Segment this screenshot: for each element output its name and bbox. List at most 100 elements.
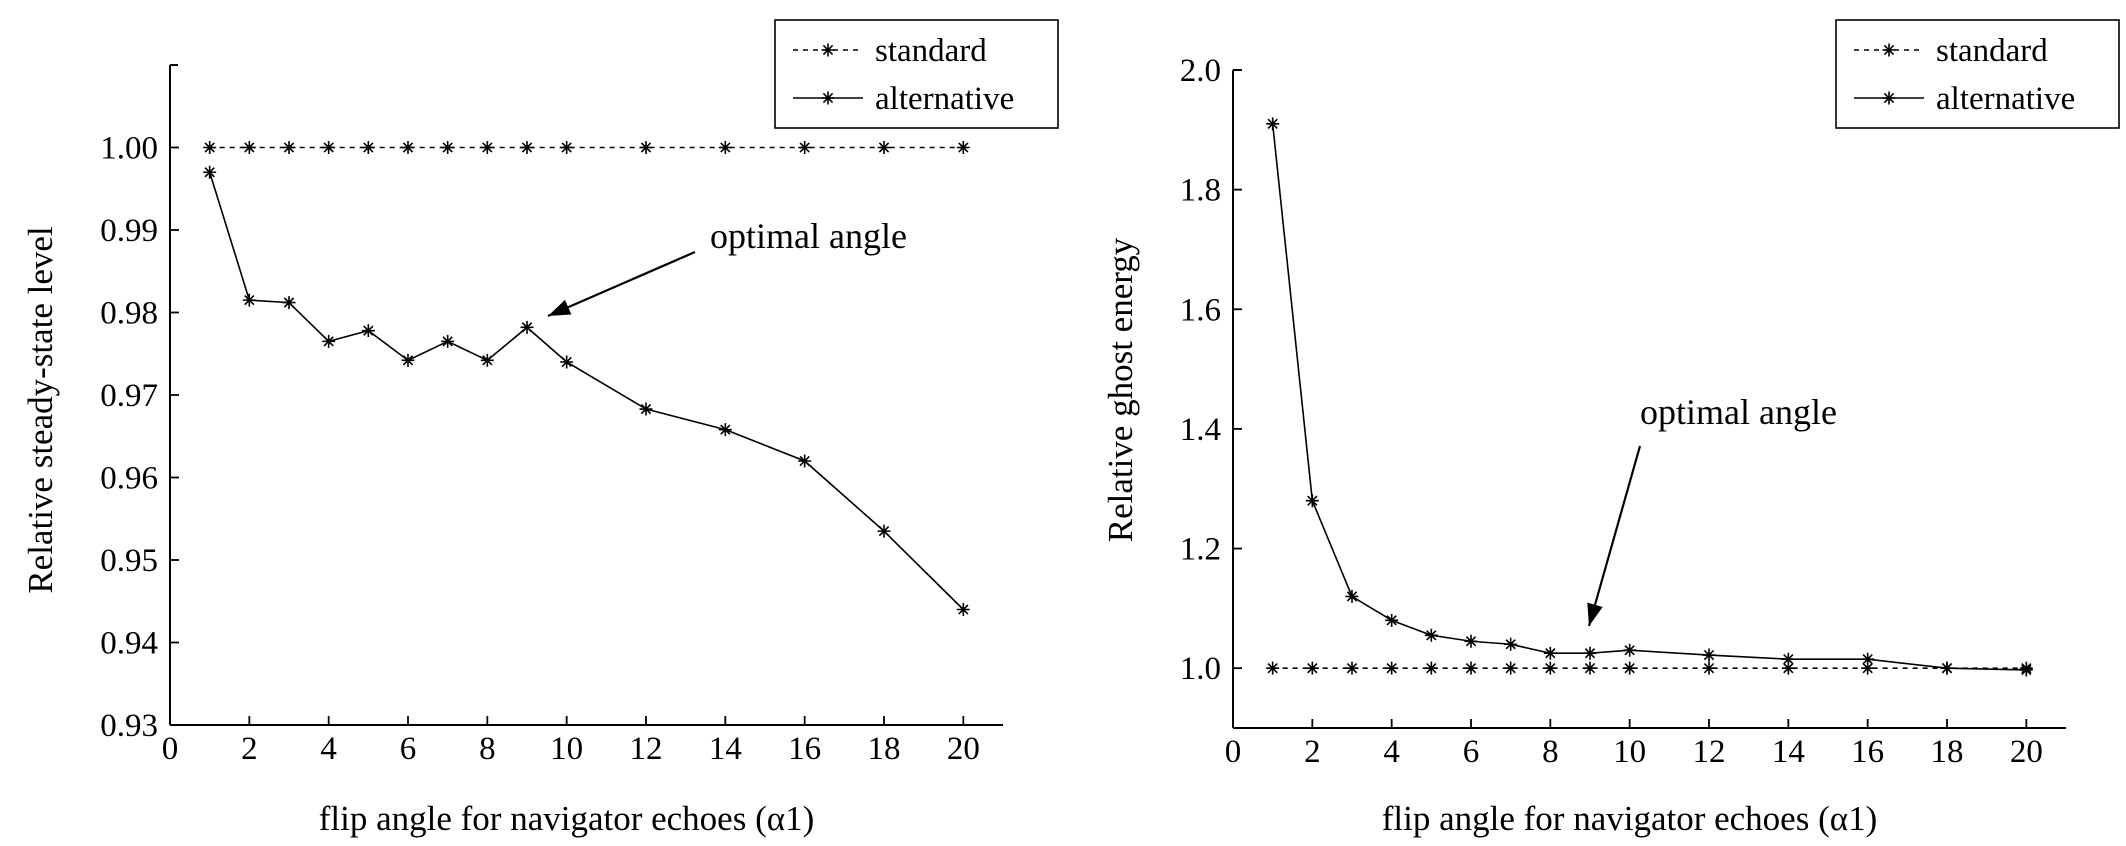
data-point-alternative bbox=[1345, 589, 1359, 603]
data-point-standard bbox=[1504, 661, 1518, 675]
x-tick-label: 8 bbox=[1542, 734, 1559, 770]
data-point-alternative bbox=[361, 324, 375, 338]
data-point-standard bbox=[203, 141, 217, 154]
y-tick-label: 1.4 bbox=[1180, 412, 1221, 448]
annotation-text: optimal angle bbox=[710, 216, 907, 256]
annotation-arrow-shaft bbox=[1587, 445, 1642, 627]
x-tick-label: 12 bbox=[1693, 734, 1726, 770]
annotation-arrow-head bbox=[548, 299, 572, 316]
annotation-text: optimal angle bbox=[1640, 392, 1837, 432]
data-point-standard bbox=[242, 141, 256, 154]
y-tick-label: 0.93 bbox=[100, 708, 158, 744]
x-tick-label: 2 bbox=[241, 731, 258, 767]
data-point-alternative bbox=[1504, 637, 1518, 651]
legend-box bbox=[1835, 19, 2120, 129]
data-point-alternative bbox=[956, 603, 970, 616]
data-point-standard bbox=[1702, 661, 1716, 675]
data-point-standard bbox=[1543, 661, 1557, 675]
data-point-alternative bbox=[1781, 652, 1795, 666]
legend-label-standard: standard bbox=[1936, 33, 2048, 69]
data-point-standard bbox=[1583, 661, 1597, 675]
data-point-alternative bbox=[1543, 646, 1557, 660]
x-tick-label: 4 bbox=[1383, 734, 1400, 770]
data-point-alternative bbox=[1861, 652, 1875, 666]
data-point-standard bbox=[322, 141, 336, 154]
y-tick-label: 2.0 bbox=[1180, 53, 1221, 89]
data-point-standard bbox=[560, 141, 574, 154]
data-point-standard bbox=[1623, 661, 1637, 675]
data-point-alternative bbox=[560, 355, 574, 369]
y-tick-label: 1.6 bbox=[1180, 292, 1221, 328]
legend-box bbox=[774, 19, 1059, 129]
x-tick-label: 20 bbox=[947, 731, 980, 767]
chart-ghost-energy: 0 2 4 6 8 10 12 14 16 18 20 1.0 1.2 1.4 1.6 1.8 2.0 flip … bbox=[1101, 19, 2120, 838]
data-point-standard bbox=[877, 141, 891, 154]
y-tick-label: 0.95 bbox=[100, 543, 158, 579]
data-point-standard bbox=[1385, 661, 1399, 675]
x-tick-label: 4 bbox=[320, 731, 337, 767]
data-point-alternative bbox=[480, 353, 494, 367]
y-tick-label: 0.97 bbox=[100, 378, 158, 414]
data-point-alternative bbox=[2019, 663, 2033, 677]
data-point-alternative bbox=[1464, 634, 1478, 648]
annotation-arrow-head bbox=[1587, 602, 1603, 626]
data-point-alternative bbox=[1424, 628, 1438, 642]
data-point-alternative bbox=[1305, 494, 1319, 508]
annotation-arrow-shaft bbox=[547, 250, 696, 318]
data-point-alternative bbox=[1266, 117, 1280, 131]
x-tick-label: 18 bbox=[1931, 734, 1964, 770]
y-axis-label: Relative ghost energy bbox=[1101, 237, 1140, 542]
data-point-standard bbox=[361, 141, 375, 154]
data-point-alternative bbox=[1385, 613, 1399, 627]
data-point-alternative bbox=[242, 293, 256, 307]
x-tick-label: 14 bbox=[1772, 734, 1805, 770]
data-point-alternative bbox=[1702, 648, 1716, 662]
x-tick-label: 0 bbox=[162, 731, 179, 767]
data-point-standard bbox=[441, 141, 455, 154]
data-point-standard bbox=[1345, 661, 1359, 675]
legend-marker-standard bbox=[1882, 43, 1896, 57]
legend-label-alternative: alternative bbox=[1936, 81, 2075, 117]
data-point-alternative bbox=[401, 353, 415, 367]
y-tick-label: 1.00 bbox=[100, 131, 158, 167]
x-tick-label: 16 bbox=[1851, 734, 1884, 770]
data-point-standard bbox=[480, 141, 494, 154]
data-point-standard bbox=[718, 141, 732, 154]
data-point-alternative bbox=[441, 334, 455, 348]
x-axis-label: flip angle for navigator echoes (α1) bbox=[1382, 799, 1878, 838]
y-tick-label: 1.8 bbox=[1180, 173, 1221, 209]
data-point-alternative bbox=[203, 165, 217, 179]
x-tick-label: 10 bbox=[550, 731, 583, 767]
data-point-standard bbox=[520, 141, 534, 154]
data-point-standard bbox=[798, 141, 812, 154]
y-tick-label: 0.94 bbox=[100, 626, 158, 662]
data-point-standard bbox=[1424, 661, 1438, 675]
y-tick-label: 0.98 bbox=[100, 296, 158, 332]
data-point-standard bbox=[1464, 661, 1478, 675]
x-axis-label: flip angle for navigator echoes (α1) bbox=[319, 799, 815, 838]
x-tick-label: 8 bbox=[479, 731, 496, 767]
data-point-alternative bbox=[282, 296, 296, 310]
x-tick-label: 10 bbox=[1613, 734, 1646, 770]
y-tick-label: 0.96 bbox=[100, 461, 158, 497]
data-point-alternative bbox=[1940, 661, 1954, 675]
legend-marker-alternative bbox=[1882, 91, 1896, 105]
x-tick-label: 6 bbox=[400, 731, 417, 767]
data-point-alternative bbox=[639, 402, 653, 416]
data-point-alternative bbox=[520, 320, 534, 334]
data-point-standard bbox=[956, 141, 970, 154]
data-point-standard bbox=[1305, 661, 1319, 675]
data-point-standard bbox=[1266, 661, 1280, 675]
x-tick-label: 14 bbox=[709, 731, 742, 767]
data-point-standard bbox=[282, 141, 296, 154]
data-point-alternative bbox=[798, 454, 812, 468]
y-tick-label: 0.99 bbox=[100, 213, 158, 249]
y-tick-label: 1.0 bbox=[1180, 651, 1221, 687]
x-tick-label: 16 bbox=[788, 731, 821, 767]
legend-label-standard: standard bbox=[875, 33, 987, 69]
x-tick-label: 12 bbox=[630, 731, 663, 767]
x-tick-label: 20 bbox=[2010, 734, 2043, 770]
y-axis-label: Relative steady-state level bbox=[21, 226, 60, 594]
data-point-alternative bbox=[322, 334, 336, 348]
